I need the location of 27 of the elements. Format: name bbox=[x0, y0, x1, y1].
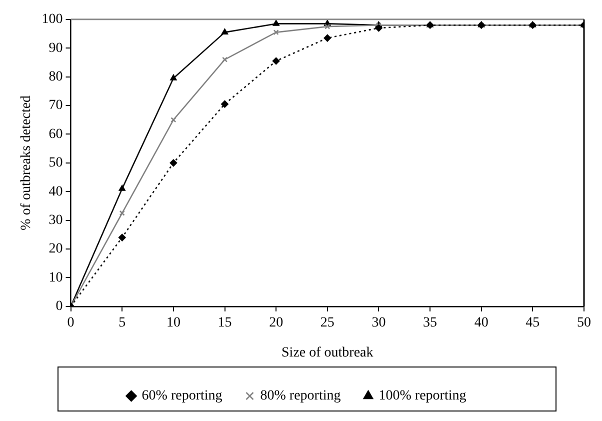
legend-label: 80% reporting bbox=[260, 388, 341, 404]
y-tick-label: 30 bbox=[48, 212, 63, 228]
y-tick-label: 100 bbox=[42, 12, 63, 28]
y-tick-label: 0 bbox=[56, 299, 63, 314]
x-tick-label: 50 bbox=[577, 315, 591, 330]
x-axis-title: Size of outbreak bbox=[282, 345, 374, 360]
y-tick-label: 90 bbox=[48, 40, 63, 56]
y-tick-label: 40 bbox=[48, 184, 63, 200]
x-tick-label: 35 bbox=[423, 315, 438, 330]
x-tick-label: 10 bbox=[166, 315, 180, 330]
y-tick-label: 10 bbox=[48, 270, 63, 286]
y-tick-label: 80 bbox=[48, 69, 63, 84]
legend-label: 60% reporting bbox=[142, 388, 222, 404]
y-tick-label: 20 bbox=[48, 242, 63, 257]
x-tick-label: 15 bbox=[218, 315, 232, 330]
y-axis-title: % of outbreaks detected bbox=[19, 95, 34, 230]
x-tick-label: 25 bbox=[320, 315, 334, 330]
y-tick-label: 60 bbox=[48, 126, 63, 142]
x-tick-label: 0 bbox=[67, 315, 74, 330]
x-tick-label: 5 bbox=[118, 315, 126, 330]
y-tick-label: 50 bbox=[48, 156, 63, 171]
x-tick-label: 20 bbox=[269, 315, 284, 330]
y-tick-label: 70 bbox=[48, 98, 63, 114]
x-tick-label: 45 bbox=[526, 315, 540, 330]
x-tick-label: 40 bbox=[474, 315, 488, 330]
legend-label: 100% reporting bbox=[378, 388, 466, 404]
x-tick-label: 30 bbox=[372, 315, 386, 330]
